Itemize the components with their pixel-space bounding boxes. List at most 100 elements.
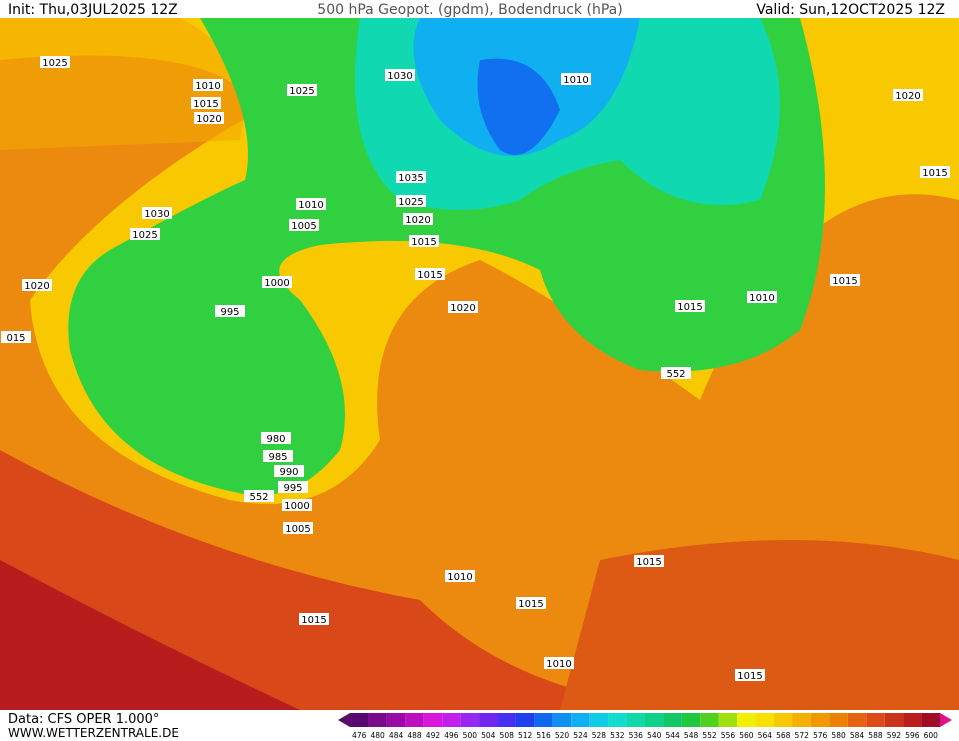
colorbar-segment xyxy=(405,713,424,727)
isobar-label-box xyxy=(661,367,691,379)
colorbar-label: 516 xyxy=(536,731,551,740)
colorbar-segment xyxy=(460,713,480,727)
isobar-label: 552 xyxy=(666,369,685,380)
isobar-label: 1010 xyxy=(298,200,323,211)
colorbar-label: 548 xyxy=(684,731,699,740)
colorbar-label: 484 xyxy=(389,731,404,740)
isobar-label-box xyxy=(193,79,223,91)
colorbar-segment xyxy=(423,713,443,727)
colorbar-label: 480 xyxy=(370,731,385,740)
colorbar-label: 560 xyxy=(739,731,754,740)
isobar-label-box xyxy=(735,669,765,681)
isobar-label: 1015 xyxy=(518,599,543,610)
isobar-label: 1015 xyxy=(737,671,762,682)
isobar-label-box xyxy=(830,274,860,286)
isobar-label-box xyxy=(261,432,291,444)
isobar-label-box xyxy=(893,89,923,101)
isobar-label: 1010 xyxy=(546,659,571,670)
colorbar-segment xyxy=(386,713,406,727)
isobar-label: 1015 xyxy=(301,615,326,626)
isobar-label: 1005 xyxy=(285,524,310,535)
isobar-label: 015 xyxy=(6,333,25,344)
isobar-label-box xyxy=(215,305,245,317)
isobar-label: 1020 xyxy=(450,303,475,314)
isobar-label-box xyxy=(22,279,52,291)
colorbar-label: 508 xyxy=(500,731,515,740)
colorbar-segment xyxy=(663,713,682,727)
isobar-label: 1025 xyxy=(398,197,423,208)
colorbar-label: 596 xyxy=(905,731,920,740)
colorbar-label: 524 xyxy=(573,731,588,740)
colorbar-label: 500 xyxy=(463,731,478,740)
isobar-label-box xyxy=(544,657,574,669)
colorbar-segment xyxy=(608,713,627,727)
isobar-label: 1010 xyxy=(563,75,588,86)
isobar-label-box xyxy=(263,450,293,462)
isobar-label: 1015 xyxy=(636,557,661,568)
isobar-label-box xyxy=(516,597,546,609)
isobar-label: 552 xyxy=(249,492,268,503)
isobar-label: 995 xyxy=(220,307,239,318)
colorbar-segment xyxy=(921,713,940,727)
isobar-label-box xyxy=(396,171,426,183)
isobar-label-box xyxy=(278,481,308,493)
colorbar-segment xyxy=(552,713,572,727)
colorbar-segment xyxy=(792,713,811,727)
isobar-label: 1010 xyxy=(749,293,774,304)
isobar-label-box xyxy=(415,268,445,280)
isobar-label-box xyxy=(194,112,224,124)
colorbar-segment xyxy=(368,713,387,727)
isobar-label: 1020 xyxy=(196,114,221,125)
init-time: Init: Thu,03JUL2025 12Z xyxy=(8,2,178,18)
colorbar-segment xyxy=(681,713,701,727)
colorbar-label: 488 xyxy=(407,731,422,740)
website: WWW.WETTERZENTRALE.DE xyxy=(8,726,179,740)
isobar-label: 995 xyxy=(283,483,302,494)
isobar-label: 1030 xyxy=(144,209,169,220)
colorbar-segment xyxy=(866,713,885,727)
colorbar-segment xyxy=(515,713,535,727)
colorbar-segment xyxy=(589,713,609,727)
colorbar-segment xyxy=(737,713,756,727)
map-background xyxy=(0,18,959,710)
colorbar-label: 496 xyxy=(444,731,459,740)
colorbar-segment xyxy=(903,713,922,727)
colorbar-segment xyxy=(571,713,590,727)
colorbar-segment xyxy=(497,713,516,727)
colorbar-label: 584 xyxy=(850,731,865,740)
colorbar-segment xyxy=(829,713,848,727)
colorbar-segment xyxy=(700,713,719,727)
isobar-label-box xyxy=(448,301,478,313)
isobar-label-box xyxy=(409,235,439,247)
isobar-label: 1010 xyxy=(447,572,472,583)
isobar-label-box xyxy=(403,213,433,225)
colorbar-label: 504 xyxy=(481,731,496,740)
colorbar-segment xyxy=(718,713,738,727)
map-title: 500 hPa Geopot. (gpdm), Bodendruck (hPa) xyxy=(317,2,622,18)
isobar-label-box xyxy=(142,207,172,219)
colorbar-label: 520 xyxy=(555,731,570,740)
isobar-label: 1020 xyxy=(405,215,430,226)
colorbar-label: 568 xyxy=(776,731,791,740)
colorbar-label: 536 xyxy=(629,731,644,740)
isobar-label: 1015 xyxy=(677,302,702,313)
colorbar-low-arrow xyxy=(338,713,350,727)
isobar-label: 1025 xyxy=(42,58,67,69)
isobar-label: 980 xyxy=(266,434,285,445)
isobar-label-box xyxy=(191,97,221,109)
isobar-label: 1025 xyxy=(132,230,157,241)
isobar-label-box xyxy=(385,69,415,81)
colorbar-segment xyxy=(479,713,498,727)
isobar-label: 990 xyxy=(279,467,298,478)
data-source: Data: CFS OPER 1.000° xyxy=(8,712,159,727)
isobar-label-box xyxy=(296,198,326,210)
isobar-label-box xyxy=(1,331,31,343)
colorbar-segment xyxy=(774,713,793,727)
colorbar-label: 540 xyxy=(647,731,662,740)
colorbar-label: 580 xyxy=(831,731,846,740)
colorbar-label: 592 xyxy=(887,731,902,740)
colorbar-label: 564 xyxy=(758,731,773,740)
isobar-label-box xyxy=(396,195,426,207)
isobar-label: 1015 xyxy=(417,270,442,281)
isobar-label: 1030 xyxy=(387,71,412,82)
